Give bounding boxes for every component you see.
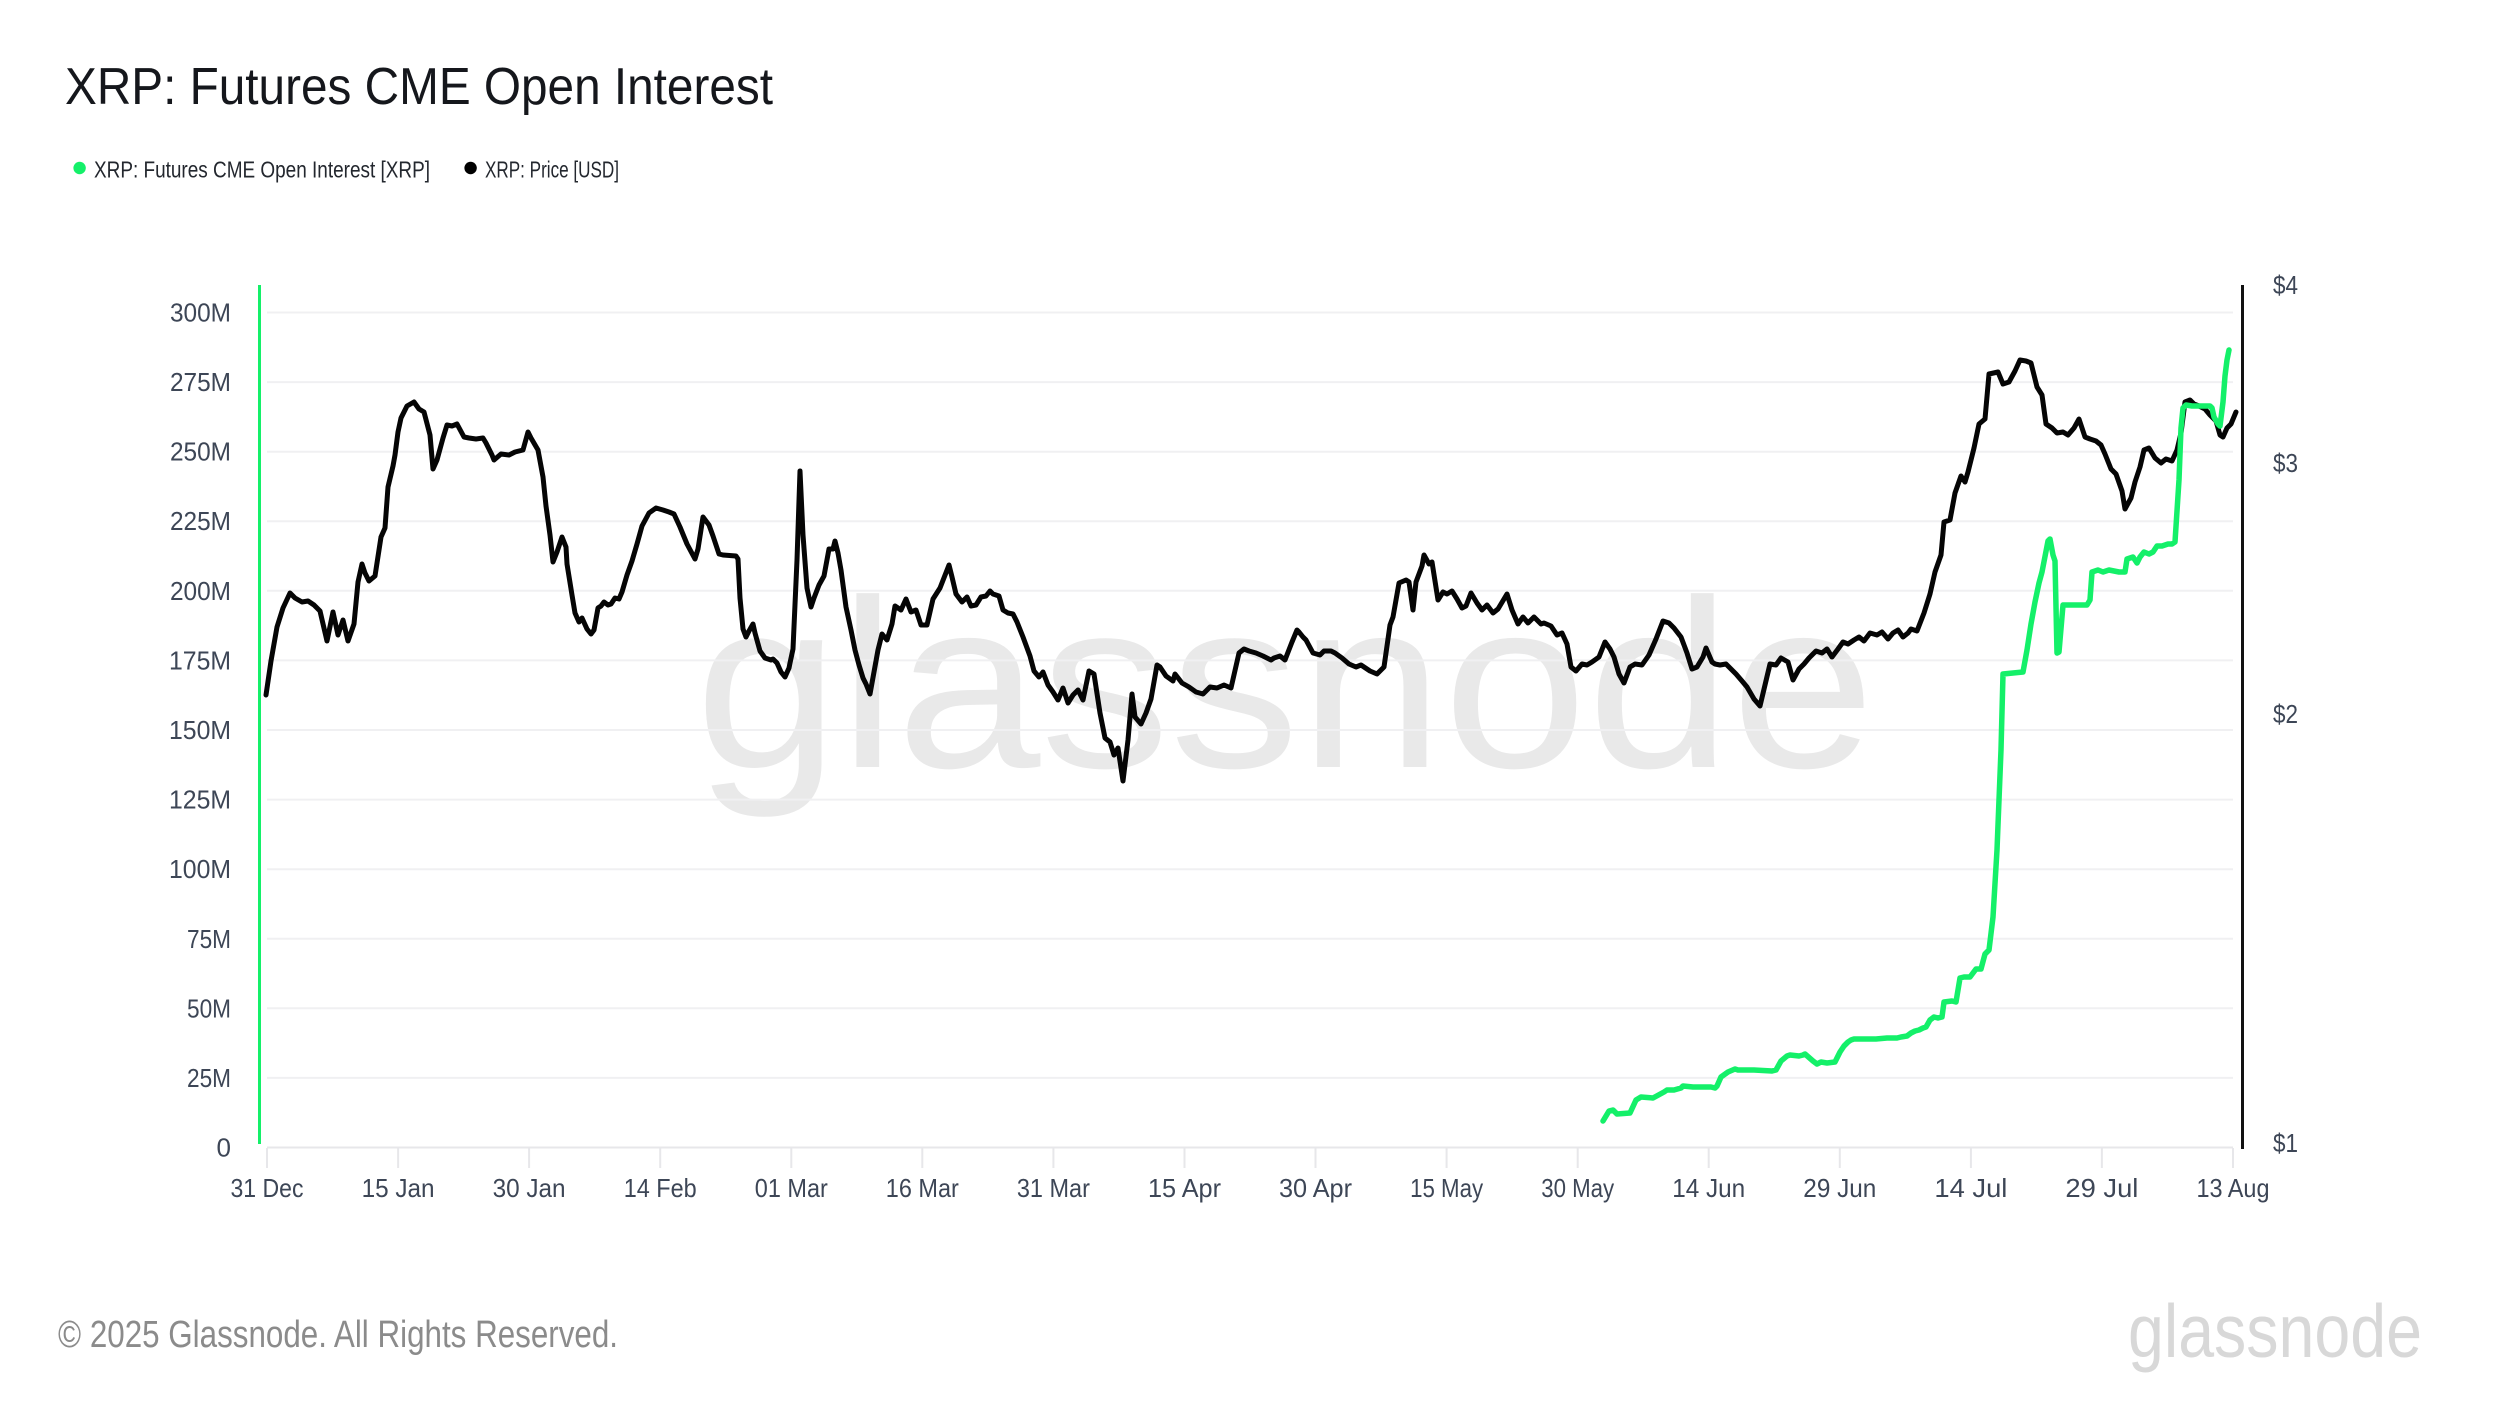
svg-text:15 May: 15 May <box>1410 1173 1483 1203</box>
svg-text:30 Apr: 30 Apr <box>1279 1173 1352 1203</box>
svg-text:25M: 25M <box>187 1063 231 1093</box>
svg-text:01 Mar: 01 Mar <box>755 1173 828 1203</box>
svg-text:100M: 100M <box>169 854 231 884</box>
svg-text:31 Dec: 31 Dec <box>231 1173 304 1203</box>
svg-text:200M: 200M <box>170 576 231 606</box>
svg-text:31 Mar: 31 Mar <box>1017 1173 1090 1203</box>
svg-text:75M: 75M <box>187 924 231 954</box>
svg-text:30 Jan: 30 Jan <box>493 1173 566 1203</box>
svg-text:XRP: Futures CME Open Interest: XRP: Futures CME Open Interest [XRP] <box>94 157 430 183</box>
svg-text:© 2025 Glassnode. All Rights R: © 2025 Glassnode. All Rights Reserved. <box>58 1314 618 1356</box>
svg-text:225M: 225M <box>170 506 231 536</box>
svg-text:glassnode: glassnode <box>695 550 1875 818</box>
svg-text:300M: 300M <box>170 298 231 328</box>
svg-text:29 Jul: 29 Jul <box>2065 1173 2138 1203</box>
svg-text:$4: $4 <box>2273 270 2298 300</box>
svg-text:30 May: 30 May <box>1541 1173 1614 1203</box>
svg-text:13 Aug: 13 Aug <box>2197 1173 2270 1203</box>
svg-text:15 Jan: 15 Jan <box>362 1173 435 1203</box>
svg-text:14 Feb: 14 Feb <box>624 1173 697 1203</box>
svg-text:125M: 125M <box>169 785 231 815</box>
svg-text:15 Apr: 15 Apr <box>1148 1173 1221 1203</box>
svg-text:250M: 250M <box>170 437 231 467</box>
svg-text:150M: 150M <box>169 715 231 745</box>
svg-text:$1: $1 <box>2273 1128 2298 1158</box>
svg-text:$3: $3 <box>2273 448 2298 478</box>
svg-text:XRP: Futures CME Open Interest: XRP: Futures CME Open Interest <box>65 58 774 116</box>
svg-text:16 Mar: 16 Mar <box>886 1173 959 1203</box>
svg-text:14 Jun: 14 Jun <box>1672 1173 1745 1203</box>
svg-text:50M: 50M <box>187 993 231 1023</box>
svg-text:0: 0 <box>217 1133 231 1163</box>
svg-text:glassnode: glassnode <box>2128 1289 2422 1373</box>
svg-text:XRP: Price [USD]: XRP: Price [USD] <box>485 157 619 183</box>
svg-text:175M: 175M <box>169 645 231 675</box>
svg-text:14 Jul: 14 Jul <box>1934 1173 2007 1203</box>
svg-text:$2: $2 <box>2273 699 2298 729</box>
svg-text:275M: 275M <box>170 367 231 397</box>
svg-text:29 Jun: 29 Jun <box>1803 1173 1876 1203</box>
